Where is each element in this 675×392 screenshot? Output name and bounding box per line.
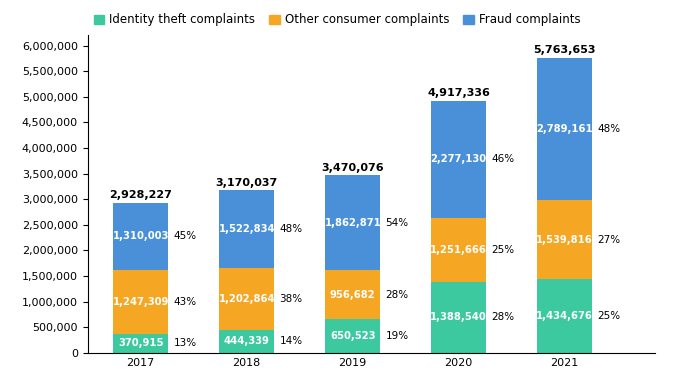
Text: 45%: 45%: [173, 231, 196, 241]
Text: 1,388,540: 1,388,540: [430, 312, 487, 322]
Text: 1,862,871: 1,862,871: [324, 218, 381, 228]
Text: 28%: 28%: [491, 312, 514, 322]
Text: 25%: 25%: [491, 245, 514, 255]
Text: 25%: 25%: [597, 311, 620, 321]
Text: 5,763,653: 5,763,653: [533, 45, 596, 55]
Text: 2,928,227: 2,928,227: [109, 190, 172, 200]
Text: 370,915: 370,915: [118, 338, 163, 348]
Bar: [431, 101, 486, 218]
Bar: [325, 270, 380, 319]
Bar: [113, 334, 168, 353]
Bar: [219, 191, 274, 269]
Text: 43%: 43%: [173, 297, 196, 307]
Bar: [325, 319, 380, 353]
Text: 48%: 48%: [597, 124, 620, 134]
Bar: [537, 200, 592, 279]
Text: 650,523: 650,523: [330, 331, 375, 341]
Text: 1,310,003: 1,310,003: [113, 231, 169, 241]
Text: 46%: 46%: [491, 154, 514, 164]
Bar: [431, 282, 486, 353]
Text: 1,434,676: 1,434,676: [536, 311, 593, 321]
Bar: [113, 270, 168, 334]
Text: 19%: 19%: [385, 331, 408, 341]
Bar: [537, 58, 592, 200]
Text: 2,789,161: 2,789,161: [537, 124, 593, 134]
Legend: Identity theft complaints, Other consumer complaints, Fraud complaints: Identity theft complaints, Other consume…: [94, 13, 580, 26]
Text: 28%: 28%: [385, 290, 408, 300]
Text: 38%: 38%: [279, 294, 302, 304]
Text: 14%: 14%: [279, 336, 302, 347]
Text: 27%: 27%: [597, 235, 620, 245]
Text: 1,202,864: 1,202,864: [219, 294, 275, 304]
Text: 48%: 48%: [279, 225, 302, 234]
Bar: [537, 279, 592, 353]
Text: 956,682: 956,682: [330, 290, 375, 300]
Text: 1,539,816: 1,539,816: [537, 235, 593, 245]
Text: 1,247,309: 1,247,309: [113, 297, 169, 307]
Text: 1,251,666: 1,251,666: [430, 245, 487, 255]
Text: 1,522,834: 1,522,834: [219, 225, 275, 234]
Text: 54%: 54%: [385, 218, 408, 228]
Bar: [325, 175, 380, 270]
Text: 444,339: 444,339: [224, 336, 269, 347]
Bar: [219, 330, 274, 353]
Bar: [219, 269, 274, 330]
Text: 3,170,037: 3,170,037: [215, 178, 278, 188]
Text: 2,277,130: 2,277,130: [431, 154, 487, 164]
Bar: [431, 218, 486, 282]
Text: 4,917,336: 4,917,336: [427, 89, 490, 98]
Bar: [113, 203, 168, 270]
Text: 3,470,076: 3,470,076: [321, 163, 384, 172]
Text: 13%: 13%: [173, 338, 196, 348]
